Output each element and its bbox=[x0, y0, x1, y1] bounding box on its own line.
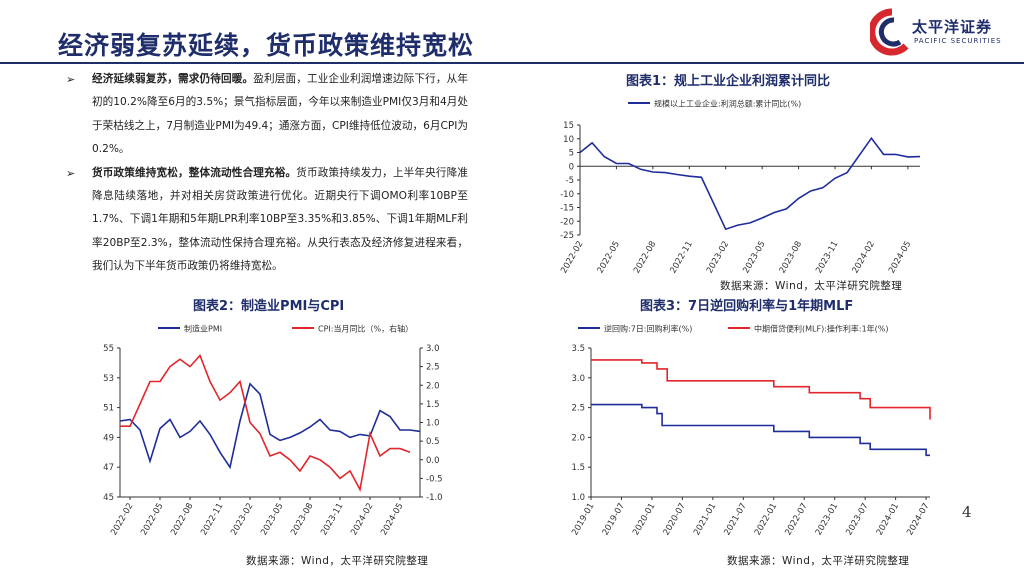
y-tick-label: 1.5 bbox=[571, 463, 585, 473]
bullet-list: ➢ 经济延续弱复苏，需求仍待回暖。盈利层面，工业企业利润增速边际下行，从年初的1… bbox=[66, 68, 468, 279]
chart3-title: 图表3：7日逆回购利率与1年期MLF bbox=[640, 299, 854, 314]
x-tick-label: 2020-07 bbox=[662, 502, 688, 538]
page-title: 经济弱复苏延续，货币政策维持宽松 bbox=[58, 31, 475, 60]
x-tick-label: 2022-11 bbox=[668, 240, 694, 276]
y-tick-label: 1.0 bbox=[571, 493, 585, 503]
y-tick-label-right: 1.5 bbox=[426, 400, 440, 410]
x-tick-label: 2019-01 bbox=[570, 502, 596, 538]
y-tick-label-right: 1.0 bbox=[426, 419, 440, 429]
x-tick-label: 2023-05 bbox=[741, 240, 767, 276]
bullet-monetary: ➢ 货币政策维持宽松，整体流动性合理充裕。货币政策持续发力，上半年央行降准降息陆… bbox=[66, 162, 468, 279]
title-divider bbox=[0, 62, 1024, 64]
legend-label: 制造业PMI bbox=[184, 324, 222, 334]
logo-name-cn: 太平洋证券 bbox=[912, 18, 993, 36]
legend-label: 中期借贷便利(MLF):操作利率:1年(%) bbox=[754, 324, 889, 334]
chart3-source: 数据来源：Wind，太平洋研究院整理 bbox=[727, 555, 910, 567]
x-tick-label: 2024-05 bbox=[887, 240, 913, 276]
y-tick-label: 3.0 bbox=[571, 374, 585, 384]
y-tick-label-right: 3.0 bbox=[426, 344, 440, 354]
x-tick-label: 2022-11 bbox=[199, 502, 225, 538]
y-tick-label-right: -1.0 bbox=[426, 493, 443, 503]
series-line bbox=[591, 403, 930, 457]
chart3-rates: 逆回购:7日:回购利率(%) 中期借贷便利(MLF):操作利率:1年(%) 1.0 1… bbox=[570, 324, 931, 538]
y-tick-label: 47 bbox=[103, 463, 114, 473]
logo-name-en: PACIFIC SECURITIES bbox=[914, 37, 1002, 45]
y-tick-label: 2.0 bbox=[571, 433, 585, 443]
y-tick-label: 2.5 bbox=[571, 404, 585, 414]
x-tick-label: 2023-01 bbox=[814, 502, 840, 538]
x-tick-label: 2024-02 bbox=[851, 240, 877, 276]
bullet-marker-icon: ➢ bbox=[66, 166, 76, 180]
x-tick-label: 2023-11 bbox=[814, 240, 840, 276]
series-line bbox=[591, 359, 931, 420]
y-tick-label-right: 2.0 bbox=[426, 381, 440, 391]
y-tick-label: -25 bbox=[560, 231, 574, 241]
bullet-body: 盈利层面，工业企业利润增速边际下行，从年初的10.2%降至6月的3.5%；景气指… bbox=[92, 73, 469, 156]
y-tick-label-right: 0.5 bbox=[426, 437, 440, 447]
x-tick-label: 2023-02 bbox=[705, 240, 731, 276]
y-tick-label: 10 bbox=[563, 135, 574, 145]
y-tick-label: -20 bbox=[560, 217, 574, 227]
chart1-title: 图表1：规上工业企业利润累计同比 bbox=[626, 74, 831, 89]
bullet-marker-icon: ➢ bbox=[66, 73, 76, 86]
x-tick-label: 2023-08 bbox=[289, 502, 315, 538]
chart1-profit: 规模以上工业企业:利润总额:累计同比(%) -25 -20 -15 -10 -5 0 5 10 1… bbox=[559, 99, 921, 276]
x-tick-label: 2022-07 bbox=[783, 502, 809, 538]
x-tick-label: 2021-07 bbox=[722, 502, 748, 538]
chart2-pmi-cpi: 制造业PMI CPI:当月同比（%，右轴） 45 47 49 51 53 55 -1.0 -0.5… bbox=[103, 324, 443, 538]
series-line bbox=[120, 353, 411, 493]
x-tick-label: 2024-05 bbox=[379, 502, 405, 538]
y-tick-label: 3.5 bbox=[571, 344, 585, 354]
x-tick-label: 2019-07 bbox=[601, 502, 627, 538]
x-tick-label: 2023-02 bbox=[229, 502, 255, 538]
bullet-economy: ➢ 经济延续弱复苏，需求仍待回暖。盈利层面，工业企业利润增速边际下行，从年初的1… bbox=[66, 68, 468, 162]
y-tick-label-right: 0.0 bbox=[426, 456, 440, 466]
y-tick-label: 45 bbox=[103, 493, 114, 503]
x-tick-label: 2021-01 bbox=[692, 502, 718, 538]
legend-label: 规模以上工业企业:利润总额:累计同比(%) bbox=[654, 99, 801, 109]
x-tick-label: 2023-07 bbox=[844, 502, 870, 538]
x-tick-label: 2024-07 bbox=[905, 502, 931, 538]
y-tick-label: 49 bbox=[103, 433, 114, 443]
y-tick-label: 51 bbox=[103, 404, 114, 414]
x-tick-label: 2022-01 bbox=[753, 502, 779, 538]
x-tick-label: 2024-01 bbox=[875, 502, 901, 538]
x-tick-label: 2022-05 bbox=[139, 502, 165, 538]
x-tick-label: 2020-01 bbox=[631, 502, 657, 538]
x-tick-label: 2022-08 bbox=[169, 502, 195, 538]
bullet-heading: 经济延续弱复苏，需求仍待回暖。 bbox=[92, 73, 254, 85]
bullet-body: 货币政策持续发力，上半年央行降准降息陆续落地，并对相关房贷政策进行优化。近期央行… bbox=[92, 166, 469, 273]
logo-emblem-icon bbox=[870, 8, 909, 56]
x-tick-label: 2022-02 bbox=[109, 502, 135, 538]
y-tick-label-right: -0.5 bbox=[426, 474, 443, 484]
y-tick-label: 53 bbox=[103, 374, 114, 384]
brand-logo: 太平洋证券 PACIFIC SECURITIES bbox=[870, 8, 1020, 56]
y-tick-label-right: 2.5 bbox=[426, 363, 440, 373]
x-tick-label: 2022-02 bbox=[559, 240, 585, 276]
legend-label: CPI:当月同比（%，右轴） bbox=[318, 324, 413, 334]
y-tick-label: 15 bbox=[563, 121, 574, 131]
legend-label: 逆回购:7日:回购利率(%) bbox=[604, 324, 692, 334]
chart1-source: 数据来源：Wind，太平洋研究院整理 bbox=[720, 280, 903, 292]
chart2-source: 数据来源：Wind，太平洋研究院整理 bbox=[246, 555, 429, 567]
y-tick-label: 55 bbox=[103, 344, 114, 354]
chart2-title: 图表2：制造业PMI与CPI bbox=[193, 299, 345, 314]
x-tick-label: 2023-08 bbox=[778, 240, 804, 276]
x-tick-label: 2023-11 bbox=[319, 502, 345, 538]
bullet-heading: 货币政策维持宽松，整体流动性合理充裕。 bbox=[92, 166, 297, 179]
x-tick-label: 2023-05 bbox=[259, 502, 285, 538]
y-tick-label: -10 bbox=[560, 190, 574, 200]
x-tick-label: 2024-02 bbox=[349, 502, 375, 538]
page-number: 4 bbox=[962, 503, 972, 521]
y-tick-label: -5 bbox=[566, 176, 574, 186]
y-tick-label: 5 bbox=[569, 149, 574, 159]
y-tick-label: -15 bbox=[560, 204, 574, 214]
x-tick-label: 2022-05 bbox=[596, 240, 622, 276]
series-line bbox=[579, 136, 921, 231]
x-tick-label: 2022-08 bbox=[632, 240, 658, 276]
y-tick-label: 0 bbox=[569, 162, 574, 172]
